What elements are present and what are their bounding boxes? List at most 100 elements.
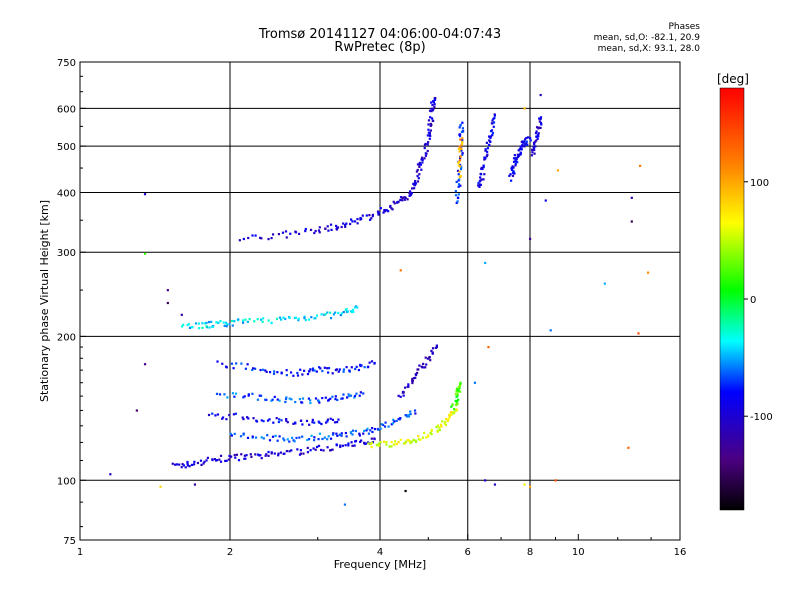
y-tick-label: 75: [63, 536, 76, 547]
isolated-point: [487, 346, 490, 349]
trace-point: [190, 463, 194, 467]
x-tick-label: 2: [227, 547, 233, 558]
trace-point: [335, 432, 338, 435]
trace-point: [535, 126, 539, 129]
trace-point: [219, 454, 223, 457]
trace-point: [407, 413, 410, 417]
trace-point: [540, 123, 543, 126]
trace-point: [490, 122, 494, 125]
trace-point: [249, 453, 252, 456]
trace-point: [242, 433, 245, 436]
trace-point: [279, 451, 283, 454]
trace-point: [219, 320, 222, 323]
trace-point: [520, 148, 523, 151]
trace-point: [526, 136, 530, 139]
trace-point: [349, 431, 353, 434]
trace-point: [182, 464, 185, 467]
trace-point: [348, 394, 351, 398]
trace-point: [272, 372, 276, 375]
trace-point: [262, 420, 265, 423]
trace-point: [219, 460, 223, 463]
trace-point: [244, 457, 247, 460]
trace-point: [228, 454, 231, 458]
trace-point: [452, 412, 455, 415]
trace-point: [456, 196, 460, 199]
isolated-point: [630, 220, 633, 223]
trace-point: [326, 367, 329, 370]
trace-point: [450, 405, 453, 408]
trace-point: [430, 428, 433, 432]
trace-point: [283, 439, 286, 442]
trace-point: [314, 448, 317, 451]
trace-point: [516, 153, 519, 156]
trace-point: [457, 193, 460, 196]
trace-point: [485, 155, 488, 158]
trace-point: [458, 145, 461, 148]
isolated-point: [343, 503, 347, 506]
trace-point: [404, 386, 407, 389]
trace-point: [256, 398, 260, 401]
trace-point: [188, 326, 192, 329]
trace-point: [360, 364, 363, 367]
trace-point: [447, 418, 450, 421]
trace-point: [351, 308, 355, 311]
trace-point: [510, 168, 514, 172]
trace-point: [423, 157, 426, 160]
trace-point: [433, 98, 436, 101]
trace-point: [275, 317, 279, 321]
trace-point: [233, 432, 236, 436]
trace-point: [483, 158, 486, 161]
trace-point: [340, 225, 343, 229]
trace-point: [251, 234, 254, 237]
trace-point: [280, 318, 283, 321]
trace-point: [307, 438, 311, 441]
trace-point: [419, 163, 423, 166]
trace-point: [217, 321, 220, 324]
trace-point: [516, 155, 519, 159]
trace-point: [232, 413, 236, 416]
trace-point: [308, 370, 311, 373]
isolated-point: [556, 169, 560, 172]
trace-point: [321, 396, 324, 400]
trace-point: [448, 415, 451, 418]
trace-point: [286, 421, 289, 424]
trace-point: [246, 416, 249, 419]
trace-point: [332, 313, 336, 316]
trace-point: [247, 236, 250, 240]
trace-point: [247, 394, 250, 397]
trace-point: [242, 418, 245, 421]
trace-point: [410, 187, 414, 190]
trace-point: [529, 137, 532, 140]
trace-point: [186, 323, 189, 327]
trace-point: [455, 389, 458, 392]
trace-point: [311, 421, 314, 424]
trace-point: [539, 117, 542, 121]
trace-point: [425, 436, 428, 439]
colorbar-label: [deg]: [717, 72, 749, 86]
trace-point: [335, 368, 338, 371]
trace-point: [285, 396, 288, 399]
trace-point: [242, 319, 245, 322]
trace-point: [270, 321, 273, 325]
trace-point: [492, 125, 495, 128]
trace-point: [416, 180, 420, 183]
trace-point: [482, 165, 485, 169]
trace-point: [461, 152, 464, 155]
trace-point: [492, 121, 496, 124]
trace-point: [362, 432, 365, 435]
trace-point: [233, 453, 236, 457]
trace-point: [329, 311, 332, 314]
trace-point: [253, 367, 257, 370]
trace-point: [226, 396, 229, 399]
isolated-point: [404, 489, 407, 493]
trace-point: [309, 228, 313, 231]
trace-point: [478, 183, 481, 186]
trace-point: [430, 101, 433, 104]
trace-point: [229, 455, 232, 459]
trace-point: [457, 147, 460, 151]
trace-point: [525, 136, 528, 140]
trace-point: [412, 182, 415, 186]
trace-point: [444, 420, 447, 424]
trace-point: [293, 440, 296, 443]
trace-point: [218, 393, 222, 396]
